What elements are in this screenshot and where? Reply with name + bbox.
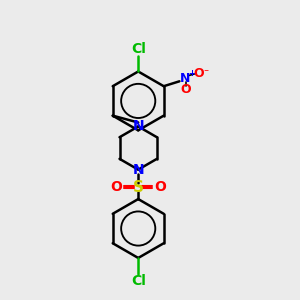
Text: O: O (111, 180, 123, 194)
Text: Cl: Cl (131, 42, 146, 56)
Text: N: N (132, 119, 144, 134)
Text: O: O (154, 180, 166, 194)
Text: S: S (133, 180, 144, 195)
Text: Cl: Cl (131, 274, 146, 287)
Text: N: N (132, 163, 144, 177)
Text: ⁻: ⁻ (203, 68, 208, 78)
Text: O: O (180, 82, 190, 96)
Text: +: + (188, 69, 195, 78)
Text: N: N (180, 72, 190, 85)
Text: O: O (194, 67, 204, 80)
